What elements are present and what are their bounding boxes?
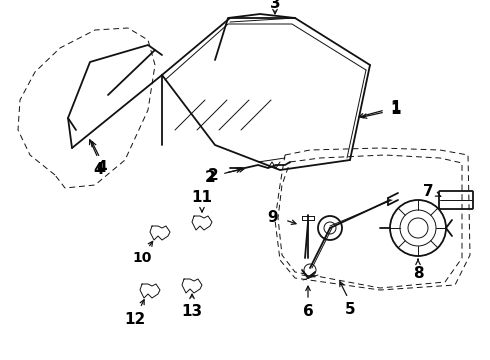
Text: 12: 12 <box>124 312 146 328</box>
Text: 7: 7 <box>423 184 433 199</box>
Text: 1: 1 <box>391 100 401 116</box>
Text: 5: 5 <box>344 302 355 318</box>
Text: 10: 10 <box>132 251 152 265</box>
Text: 6: 6 <box>303 305 314 320</box>
Text: 2: 2 <box>205 170 216 184</box>
Text: 11: 11 <box>192 190 213 206</box>
Text: 9: 9 <box>268 211 278 225</box>
Text: 2: 2 <box>208 168 219 184</box>
Text: 8: 8 <box>413 266 423 282</box>
Text: 1: 1 <box>391 103 401 117</box>
Text: 3: 3 <box>270 0 280 12</box>
Text: 4: 4 <box>97 161 107 175</box>
Text: 13: 13 <box>181 305 202 320</box>
Text: 4: 4 <box>94 162 104 176</box>
